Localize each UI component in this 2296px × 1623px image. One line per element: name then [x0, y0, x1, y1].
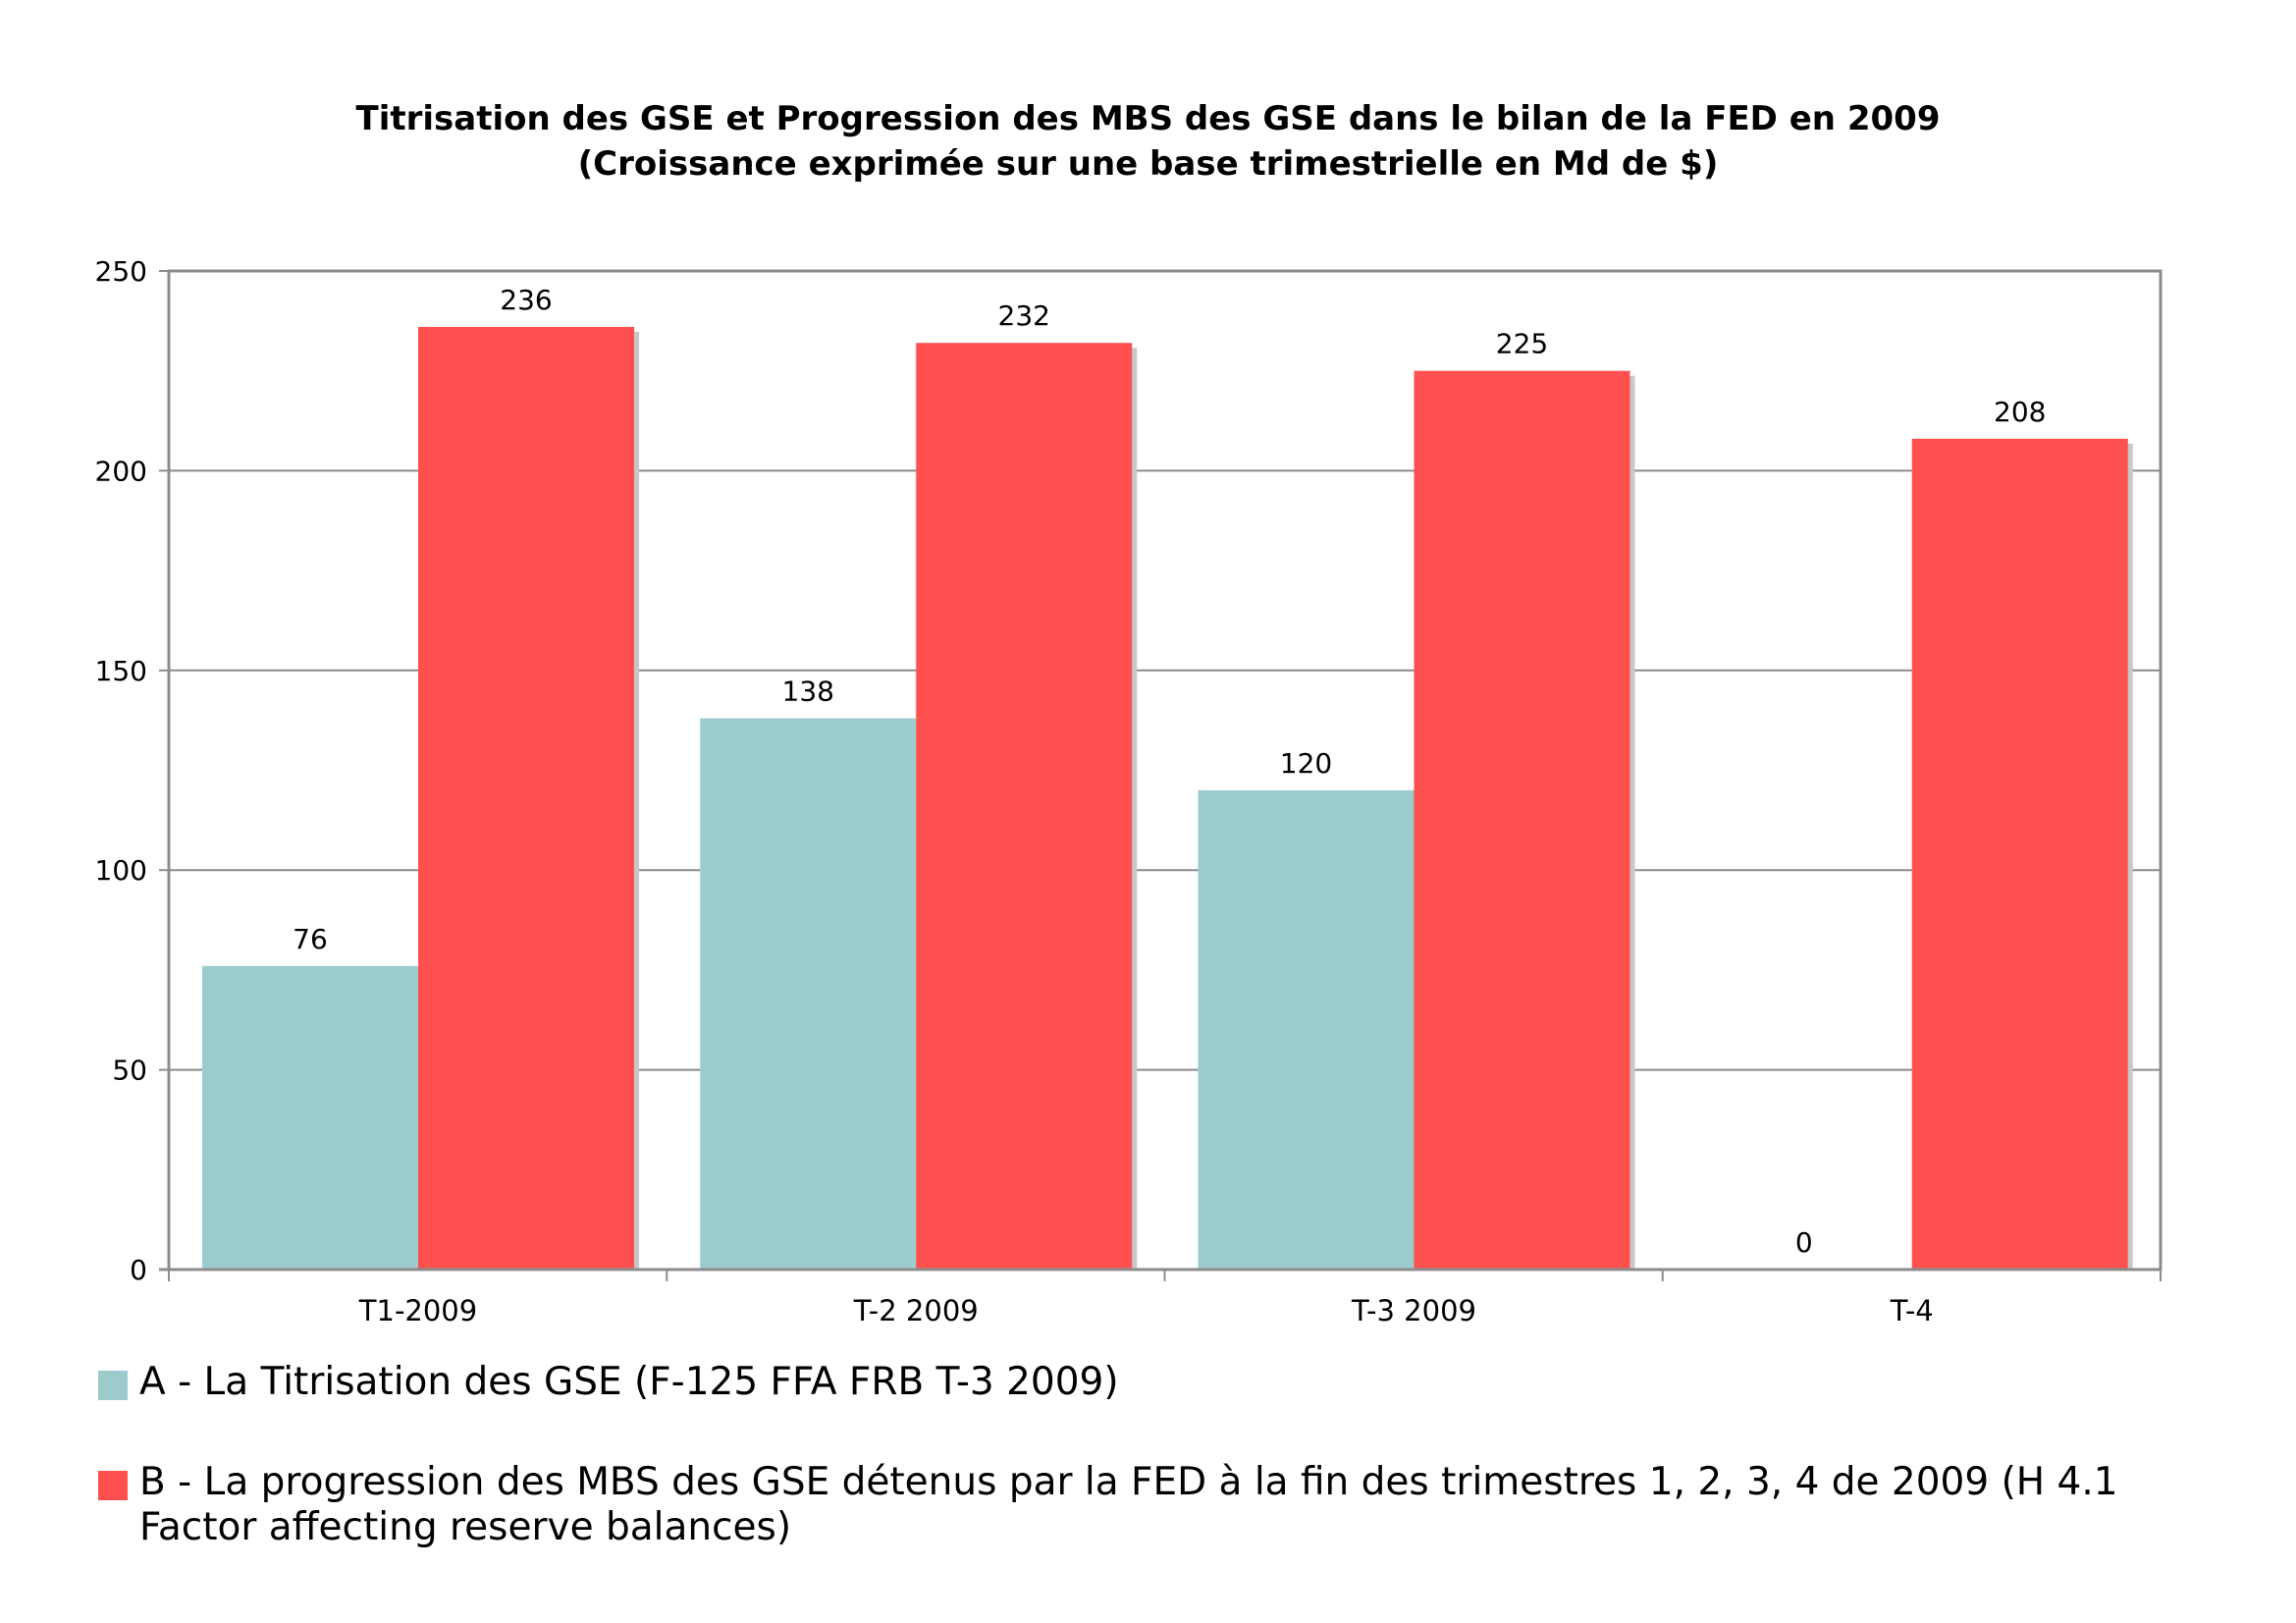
bar-chart: 0 50 100 150 200 250 76 138 120 0 236 232 225 208 T1-2…	[95, 255, 2163, 1327]
bar-series-b-T-2-2009	[916, 343, 1133, 1270]
chart-title: Titrisation des GSE et Progression des M…	[0, 96, 2296, 187]
bar-series-a-T1-2009	[202, 965, 418, 1270]
data-label-a-0: 76	[293, 923, 328, 955]
y-tick-label-200: 200	[95, 455, 147, 487]
y-tick-label-50: 50	[112, 1055, 147, 1087]
legend-label-series-b: B - La progression des MBS des GSE déten…	[139, 1460, 2118, 1549]
legend-swatch-series-b	[98, 1471, 128, 1500]
chart-title-line: Titrisation des GSE et Progression des M…	[355, 99, 1941, 138]
data-label-b-3: 208	[1994, 396, 2046, 428]
x-tick-label-1: T-2 2009	[853, 1294, 979, 1327]
data-label-b-1: 232	[998, 299, 1050, 332]
bar-series-b-T1-2009	[418, 326, 634, 1270]
y-tick-label-250: 250	[95, 255, 147, 288]
data-label-a-1: 138	[782, 676, 834, 708]
bar-series-a-T-2-2009	[700, 718, 917, 1270]
bar-series-b-T-4	[1911, 438, 2128, 1271]
data-label-b-2: 225	[1496, 328, 1548, 360]
x-tick-label-2: T-3 2009	[1351, 1294, 1476, 1327]
legend-label-series-a: A - La Titrisation des GSE (F-125 FFA FR…	[139, 1360, 1119, 1404]
data-label-a-3: 0	[1795, 1226, 1813, 1259]
bar-series-b-T-3-2009	[1414, 370, 1630, 1270]
y-tick-label-150: 150	[95, 655, 147, 687]
x-tick-label-0: T1-2009	[358, 1294, 477, 1327]
chart-subtitle-line: (Croissance exprimée sur une base trimes…	[577, 144, 1719, 184]
x-tick-label-3: T-4	[1890, 1294, 1934, 1327]
data-label-b-0: 236	[500, 284, 552, 316]
y-tick-label-100: 100	[95, 854, 147, 887]
y-tick-label-0: 0	[130, 1254, 147, 1286]
data-label-a-2: 120	[1280, 747, 1332, 780]
legend-swatch-series-a	[98, 1371, 128, 1400]
bar-series-a-T-3-2009	[1198, 789, 1415, 1270]
